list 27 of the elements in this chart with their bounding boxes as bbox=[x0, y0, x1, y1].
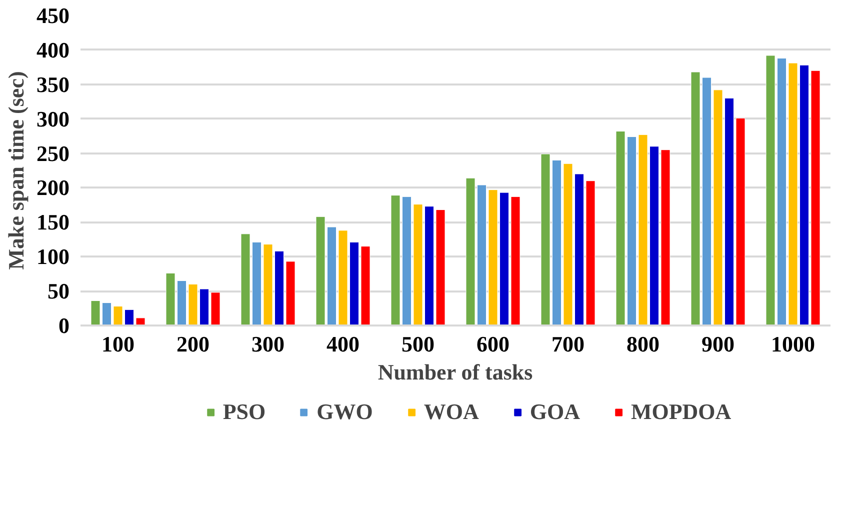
y-tick-label: 100 bbox=[36, 244, 70, 270]
x-tick-label: 400 bbox=[326, 332, 360, 356]
x-tick-label: 200 bbox=[176, 332, 210, 356]
x-tick-label: 600 bbox=[476, 332, 510, 356]
x-tick-label: 500 bbox=[402, 332, 434, 356]
x-tick-label: 100 bbox=[102, 332, 134, 356]
y-tick-label: 0 bbox=[58, 313, 70, 338]
x-axis-title: Number of tasks bbox=[378, 360, 534, 384]
y-tick-label: 300 bbox=[36, 106, 70, 132]
y-tick-label: 400 bbox=[36, 37, 70, 62]
y-tick-label: 250 bbox=[36, 140, 70, 166]
x-tick-label: 300 bbox=[252, 332, 284, 356]
x-tick-label: 1000 bbox=[771, 332, 815, 356]
legend-label: GWO bbox=[316, 399, 373, 425]
legend-label: MOPDOA bbox=[630, 399, 732, 425]
legend-label: GOA bbox=[530, 399, 580, 425]
x-tick-label: 800 bbox=[626, 332, 660, 356]
y-tick-label: 450 bbox=[36, 3, 70, 28]
legend-label: PSO bbox=[222, 399, 266, 425]
x-tick-label: 700 bbox=[552, 332, 584, 356]
y-tick-label: 150 bbox=[36, 210, 70, 235]
legend-label: WOA bbox=[424, 399, 479, 425]
x-tick-label: 900 bbox=[702, 332, 734, 356]
y-tick-label: 350 bbox=[36, 72, 70, 97]
y-axis-title: Make span time (sec) bbox=[4, 71, 28, 270]
y-tick-label: 200 bbox=[36, 175, 70, 200]
y-tick-label: 50 bbox=[48, 278, 70, 304]
